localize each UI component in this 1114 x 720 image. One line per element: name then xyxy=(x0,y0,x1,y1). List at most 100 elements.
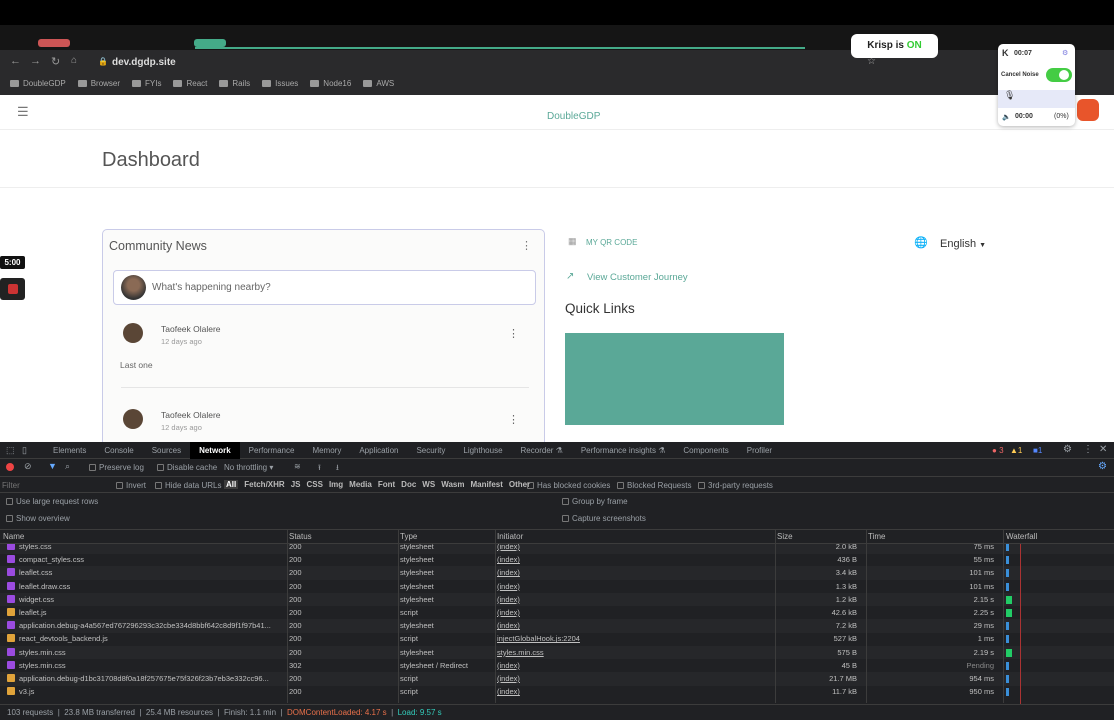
filter-icon[interactable]: ▼ xyxy=(48,461,57,471)
hamburger-menu-icon[interactable]: ☰ xyxy=(17,104,29,119)
devtools-tab-console[interactable]: Console xyxy=(104,446,134,455)
devtools-tab-memory[interactable]: Memory xyxy=(312,446,342,455)
column-divider[interactable] xyxy=(775,529,776,703)
cell-initiator[interactable]: injectGlobalHook.js:2204 xyxy=(497,632,767,646)
search-icon[interactable]: ⌕ xyxy=(65,461,71,471)
has-blocked-cookies-checkbox[interactable]: Has blocked cookies xyxy=(527,481,610,490)
blocked-requests-checkbox[interactable]: Blocked Requests xyxy=(617,481,691,490)
cell-initiator[interactable]: (index) xyxy=(497,544,767,554)
cell-initiator[interactable]: (index) xyxy=(497,566,767,580)
column-header-initiator[interactable]: Initiator xyxy=(497,532,524,541)
cell-initiator[interactable]: (index) xyxy=(497,619,767,633)
column-divider[interactable] xyxy=(398,529,399,703)
column-divider[interactable] xyxy=(287,529,288,703)
bookmark-doublegdp[interactable]: DoubleGDP xyxy=(10,79,66,91)
filter-type-wasm[interactable]: Wasm xyxy=(441,480,465,489)
cell-name[interactable]: application.debug-d1bc31708d8f0a18f25767… xyxy=(7,672,285,686)
cell-initiator[interactable]: styles.min.css xyxy=(497,646,767,660)
request-row[interactable]: application.debug-a4a567ed767296293c32cb… xyxy=(0,619,1114,633)
devtools-tab-performance[interactable]: Performance xyxy=(248,446,295,455)
post-avatar[interactable] xyxy=(123,409,143,429)
cell-initiator[interactable]: (index) xyxy=(497,553,767,567)
filter-type-img[interactable]: Img xyxy=(328,480,344,489)
bookmark-fyis[interactable]: FYIs xyxy=(132,79,161,91)
invert-checkbox[interactable]: Invert xyxy=(116,481,146,490)
reload-icon[interactable]: ↻ xyxy=(51,56,61,68)
bookmark-browser[interactable]: Browser xyxy=(78,79,120,91)
third-party-checkbox[interactable]: 3rd-party requests xyxy=(698,481,773,490)
tab-group-red[interactable] xyxy=(38,39,70,47)
show-overview-checkbox[interactable]: Show overview xyxy=(6,514,70,523)
qr-code-icon[interactable]: ▦ xyxy=(568,236,577,246)
bookmark-react[interactable]: React xyxy=(173,79,207,91)
cell-initiator[interactable]: (index) xyxy=(497,593,767,607)
post-author[interactable]: Taofeek Olalere xyxy=(161,410,221,420)
group-by-frame-checkbox[interactable]: Group by frame xyxy=(562,497,628,506)
error-count[interactable]: ● 3 xyxy=(992,446,1004,455)
inspect-element-icon[interactable]: ⬚ xyxy=(6,445,15,455)
cell-initiator[interactable]: (index) xyxy=(497,672,767,686)
import-har-icon[interactable]: ⭱ xyxy=(318,463,321,472)
filter-type-ws[interactable]: WS xyxy=(422,480,436,489)
post-composer[interactable]: What's happening nearby? xyxy=(113,270,536,305)
cell-name[interactable]: application.debug-a4a567ed767296293c32cb… xyxy=(7,619,285,633)
filter-type-manifest[interactable]: Manifest xyxy=(470,480,503,489)
post-more-icon[interactable]: ⋮ xyxy=(508,414,519,426)
cell-name[interactable]: styles.min.css xyxy=(7,646,285,660)
filter-type-js[interactable]: JS xyxy=(290,480,301,489)
filter-input[interactable] xyxy=(2,479,107,491)
column-header-status[interactable]: Status xyxy=(289,532,312,541)
capture-screenshots-checkbox[interactable]: Capture screenshots xyxy=(562,514,646,523)
request-row[interactable]: styles.css 200 stylesheet (index) 2.0 kB 75 m… xyxy=(0,544,1114,554)
devtools-tab-security[interactable]: Security xyxy=(416,446,446,455)
export-har-icon[interactable]: ⭳ xyxy=(336,463,339,472)
my-qr-code-link[interactable]: MY QR CODE xyxy=(586,238,638,247)
cell-initiator[interactable]: (index) xyxy=(497,685,767,699)
bookmark-rails[interactable]: Rails xyxy=(219,79,250,91)
request-row[interactable]: widget.css 200 stylesheet (index) 1.2 kB 2.15… xyxy=(0,592,1114,607)
request-row[interactable]: styles.min.css 302 stylesheet / Redirect (i… xyxy=(0,659,1114,673)
throttling-select[interactable]: No throttling ▾ xyxy=(224,463,274,472)
filter-type-all[interactable]: All xyxy=(224,480,239,489)
devtools-more-icon[interactable]: ⋮ xyxy=(1083,444,1093,455)
speaker-icon[interactable]: 🔈 xyxy=(1002,114,1011,121)
forward-icon[interactable]: → xyxy=(30,55,41,67)
cell-name[interactable]: react_devtools_backend.js xyxy=(7,632,285,646)
card-more-icon[interactable]: ⋮ xyxy=(521,240,532,252)
cell-name[interactable]: styles.css xyxy=(7,544,285,554)
column-divider[interactable] xyxy=(866,529,867,703)
hide-data-urls-checkbox[interactable]: Hide data URLs xyxy=(155,481,221,490)
bookmark-star-icon[interactable]: ☆ xyxy=(867,56,876,67)
devtools-tab-components[interactable]: Components xyxy=(683,446,729,455)
krisp-settings-icon[interactable]: ⚙ xyxy=(1062,50,1069,57)
post-avatar[interactable] xyxy=(123,323,143,343)
record-button[interactable] xyxy=(6,463,14,471)
device-toolbar-icon[interactable]: ▯ xyxy=(22,445,27,455)
back-icon[interactable]: ← xyxy=(10,55,21,67)
devtools-tab-lighthouse[interactable]: Lighthouse xyxy=(463,446,503,455)
devtools-tab-application[interactable]: Application xyxy=(359,446,399,455)
devtools-tab-elements[interactable]: Elements xyxy=(53,446,87,455)
cell-name[interactable]: v3.js xyxy=(7,685,285,699)
request-row[interactable]: v3.js 200 script (index) 11.7 kB 950 ms xyxy=(0,685,1114,699)
request-row[interactable]: styles.min.css 200 stylesheet styles.min.cs… xyxy=(0,645,1114,660)
devtools-tab-profiler[interactable]: Profiler xyxy=(746,446,773,455)
cell-initiator[interactable]: (index) xyxy=(497,659,767,673)
request-row[interactable]: application.debug-d1bc31708d8f0a18f25767… xyxy=(0,672,1114,686)
network-settings-icon[interactable]: ⚙ xyxy=(1098,461,1107,472)
krisp-app-icon[interactable] xyxy=(1077,99,1099,121)
request-row[interactable]: leaflet.css 200 stylesheet (index) 3.4 kB 101… xyxy=(0,566,1114,580)
large-rows-checkbox[interactable]: Use large request rows xyxy=(6,497,98,506)
clear-icon[interactable]: ⊘ xyxy=(24,461,32,471)
language-selector[interactable]: English ▼ xyxy=(940,238,986,250)
stop-recording-button[interactable] xyxy=(0,278,25,300)
column-header-time[interactable]: Time xyxy=(868,532,886,541)
cell-name[interactable]: styles.min.css xyxy=(7,659,285,673)
request-row[interactable]: react_devtools_backend.js 200 script inject… xyxy=(0,632,1114,646)
column-divider[interactable] xyxy=(1003,529,1004,703)
bookmark-aws[interactable]: AWS xyxy=(363,79,394,91)
cancel-noise-toggle[interactable] xyxy=(1046,68,1072,82)
view-customer-journey-link[interactable]: View Customer Journey xyxy=(587,272,688,283)
request-row[interactable]: compact_styles.css 200 stylesheet (index) 43… xyxy=(0,553,1114,567)
bookmark-node16[interactable]: Node16 xyxy=(310,79,351,91)
